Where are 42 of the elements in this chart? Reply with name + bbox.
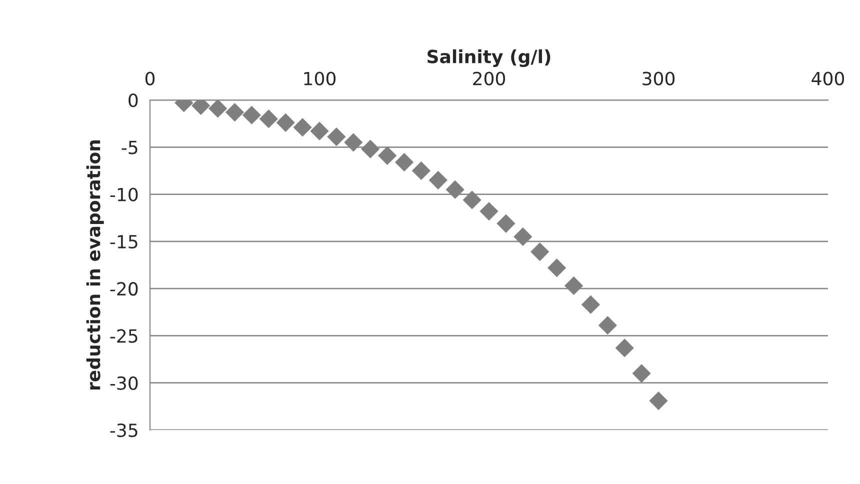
y-tick-label: -15 xyxy=(110,235,138,249)
point xyxy=(293,118,312,137)
point xyxy=(514,227,532,246)
point xyxy=(428,170,448,190)
point xyxy=(259,110,278,128)
point xyxy=(462,190,482,210)
point xyxy=(412,161,431,180)
point xyxy=(242,106,262,124)
x-axis-title: Salinity (g/l) xyxy=(428,49,550,67)
y-tick-label: -5 xyxy=(122,140,138,154)
point xyxy=(598,316,617,335)
x-tick-label: 400 xyxy=(812,72,844,86)
y-tick-label: 0 xyxy=(128,93,138,108)
point xyxy=(564,276,584,296)
point xyxy=(225,102,244,122)
point xyxy=(632,364,651,383)
point xyxy=(344,133,363,152)
y-tick-label: -30 xyxy=(110,376,138,390)
point xyxy=(530,242,550,262)
point xyxy=(547,258,566,278)
y-tick-label: -10 xyxy=(110,188,138,202)
y-tick-label: -25 xyxy=(110,329,138,343)
point xyxy=(496,214,516,233)
point xyxy=(446,180,464,199)
point xyxy=(327,127,346,146)
point xyxy=(649,391,668,410)
point xyxy=(378,146,397,165)
point xyxy=(480,202,498,221)
point xyxy=(310,122,329,140)
point xyxy=(361,140,380,158)
point xyxy=(394,152,414,172)
point xyxy=(276,113,295,132)
point xyxy=(615,338,634,358)
y-tick-label: -20 xyxy=(110,282,138,296)
x-tick-label: 200 xyxy=(473,72,506,86)
x-tick-label: 0 xyxy=(145,72,155,86)
point xyxy=(208,100,228,118)
x-tick-label: 300 xyxy=(642,72,675,86)
point xyxy=(581,295,600,314)
y-axis-title: reduction in evaporation xyxy=(86,140,104,390)
y-tick-label: -35 xyxy=(110,423,138,438)
x-tick-label: 100 xyxy=(304,72,336,86)
